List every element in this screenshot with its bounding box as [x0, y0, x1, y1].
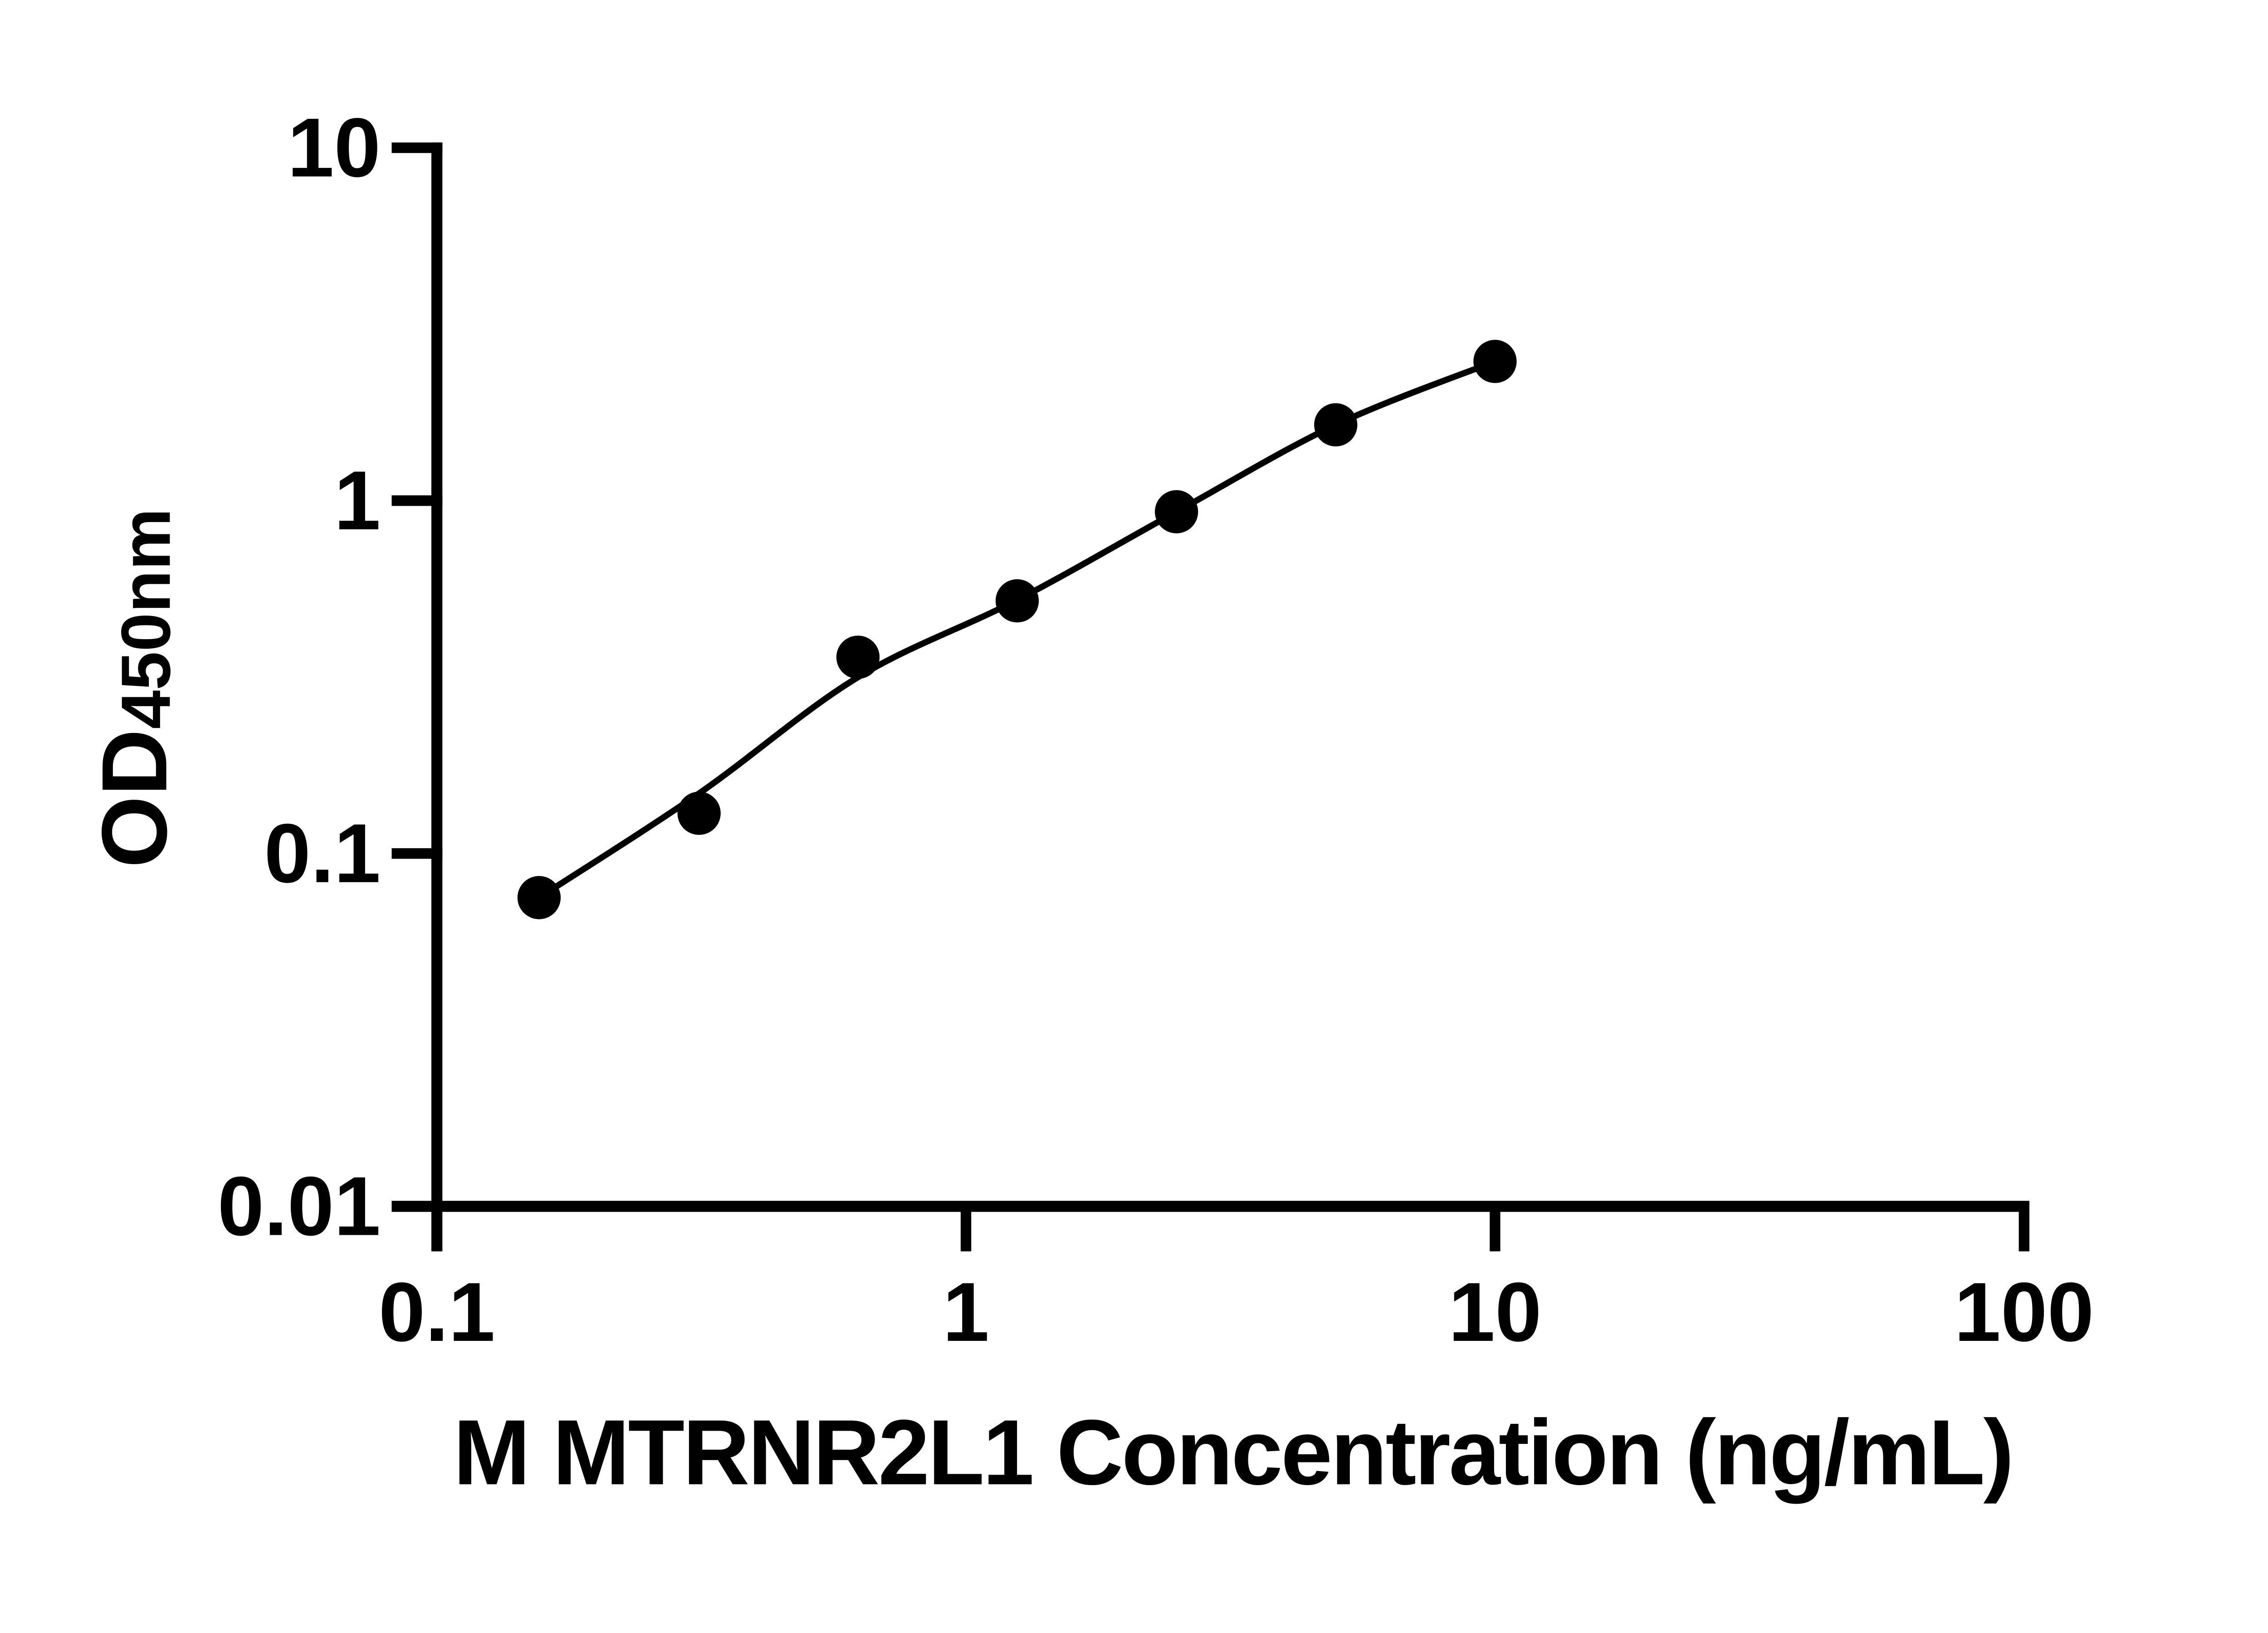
x-tick-label: 1	[943, 1266, 989, 1359]
data-point	[517, 876, 561, 919]
y-tick-label: 10	[288, 101, 381, 195]
data-point	[836, 636, 880, 679]
data-point	[1473, 340, 1517, 383]
elisa-standard-curve-chart: 10 1 0.1 0.01 0.1 1 10 100 M MTRNR2L1 Concentra…	[83, 101, 2094, 1505]
data-point	[1314, 403, 1358, 447]
data-point	[1154, 490, 1198, 533]
y-tick-label: 1	[334, 454, 381, 548]
axes	[391, 142, 2029, 1252]
y-axis-title-subscript: 450nm	[107, 508, 185, 729]
x-axis-title: M MTRNR2L1 Concentration (ng/mL)	[453, 1401, 2012, 1504]
y-axis-title: OD450nm	[83, 508, 186, 868]
x-tick-label: 100	[1954, 1266, 2094, 1359]
elisa-standard-curve-figure: 10 1 0.1 0.01 0.1 1 10 100 M MTRNR2L1 Concentra…	[83, 101, 2094, 1505]
data-points	[517, 340, 1517, 919]
x-tick-label: 0.1	[379, 1266, 495, 1359]
y-tick-label: 0.01	[218, 1160, 381, 1253]
tick-marks	[391, 142, 2029, 1252]
x-tick-label: 10	[1448, 1266, 1542, 1359]
y-axis-title-main: OD	[83, 729, 186, 868]
data-point	[995, 579, 1039, 623]
data-point	[677, 792, 721, 835]
y-tick-label: 0.1	[264, 807, 381, 900]
tick-labels: 10 1 0.1 0.01 0.1 1 10 100	[218, 101, 2094, 1359]
